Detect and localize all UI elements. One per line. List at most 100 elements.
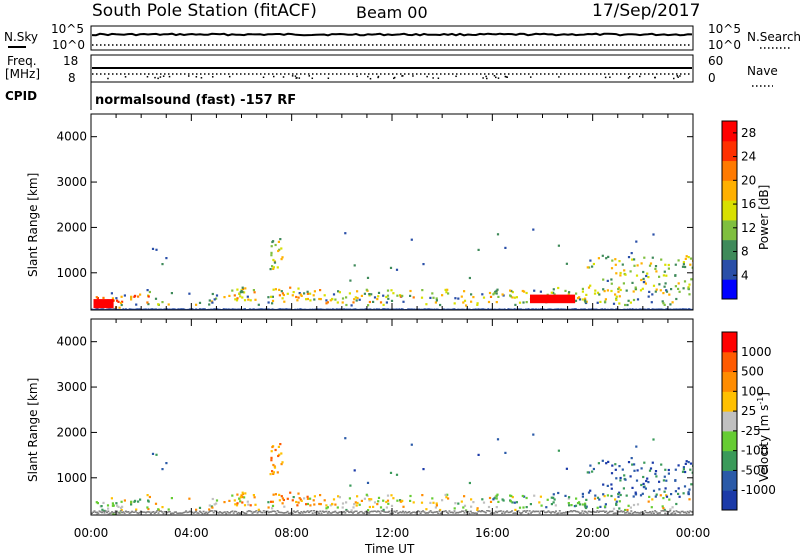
echo-cell [350, 304, 353, 307]
echo-cell [239, 308, 241, 310]
echo-cell [596, 308, 599, 310]
nave-dot [455, 75, 457, 78]
echo-cell [487, 505, 491, 509]
echo-cell [681, 510, 684, 513]
echo-cell [468, 276, 471, 280]
echo-cell [137, 512, 140, 515]
echo-cell [144, 512, 147, 514]
echo-cell [252, 289, 255, 292]
echo-cell [542, 510, 545, 512]
echo-cell [452, 308, 455, 310]
echo-cell [236, 502, 239, 505]
echo-cell [670, 493, 673, 496]
echo-cell [573, 308, 576, 310]
echo-cell [158, 510, 161, 512]
echo-cell [635, 274, 639, 277]
echo-cell [619, 476, 622, 480]
velocity-colorbar-label: 500 [741, 365, 764, 379]
echo-cell [181, 512, 184, 514]
echo-cell [410, 238, 413, 241]
echo-cell [161, 308, 164, 310]
echo-cell [410, 512, 413, 514]
echo-cell [304, 308, 307, 310]
echo-cell [640, 278, 643, 282]
echo-cell [420, 510, 423, 513]
echo-cell [417, 510, 420, 512]
echo-cell [345, 303, 348, 307]
echo-cell [462, 308, 465, 310]
echo-cell [261, 308, 264, 310]
echo-cell [358, 298, 361, 301]
echo-cell [483, 511, 486, 513]
echo-cell [123, 499, 126, 502]
echo-cell [170, 308, 172, 310]
echo-cell [629, 475, 632, 478]
echo-cell [691, 471, 693, 474]
echo-cell [657, 308, 660, 310]
echo-cell [634, 511, 637, 513]
echo-cell [232, 308, 235, 310]
echo-cell [295, 295, 298, 299]
echo-cell [188, 497, 191, 500]
echo-cell [275, 512, 278, 515]
echo-cell [341, 511, 344, 514]
echo-cell [149, 308, 152, 310]
velocity-y-tick-label: 4000 [56, 335, 87, 349]
echo-cell [413, 511, 416, 513]
echo-cell [369, 308, 372, 310]
echo-cell [314, 512, 317, 514]
echo-cell [360, 308, 363, 310]
echo-cell [257, 303, 260, 306]
echo-cell [389, 512, 392, 515]
echo-cell [689, 257, 693, 260]
echo-cell [336, 512, 339, 514]
echo-cell [137, 295, 140, 298]
echo-cell [208, 299, 211, 302]
echo-cell [486, 510, 489, 512]
echo-cell [431, 497, 434, 500]
echo-cell [586, 471, 589, 474]
echo-cell [501, 512, 504, 514]
echo-cell [603, 300, 607, 303]
echo-cell [180, 308, 182, 310]
echo-cell [101, 508, 104, 511]
nave-dot [482, 77, 484, 79]
echo-cell [478, 510, 481, 512]
echo-cell [171, 512, 174, 514]
echo-cell [412, 296, 415, 299]
echo-cell [132, 308, 135, 310]
echo-cell [368, 512, 371, 514]
echo-cell [506, 510, 509, 512]
echo-cell [272, 493, 275, 496]
echo-cell [296, 299, 299, 302]
echo-cell [306, 495, 309, 498]
echo-cell [633, 463, 636, 466]
echo-cell [136, 308, 139, 310]
echo-cell [598, 293, 601, 296]
echo-cell [373, 501, 377, 504]
echo-cell [597, 462, 600, 465]
echo-cell [580, 512, 583, 514]
echo-cell [591, 265, 594, 268]
echo-cell [444, 288, 447, 291]
echo-cell [156, 308, 159, 310]
echo-cell [259, 510, 262, 512]
echo-cell [622, 308, 625, 310]
nave-dot [311, 77, 314, 80]
echo-cell [623, 474, 626, 477]
nave-dot [393, 77, 395, 80]
beam-label: Beam 00 [356, 3, 428, 22]
echo-cell [620, 510, 623, 512]
nave-dot [369, 77, 372, 80]
echo-cell [562, 308, 565, 310]
echo-cell [477, 308, 480, 310]
echo-cell [476, 302, 479, 305]
echo-cell [619, 479, 622, 482]
echo-cell [682, 466, 685, 469]
echo-cell [557, 286, 560, 290]
echo-cell [632, 290, 635, 293]
echo-cell [352, 301, 355, 304]
echo-cell [654, 265, 658, 268]
echo-cell [682, 263, 685, 266]
noise-tick-left-bottom: 10^0 [52, 38, 85, 52]
